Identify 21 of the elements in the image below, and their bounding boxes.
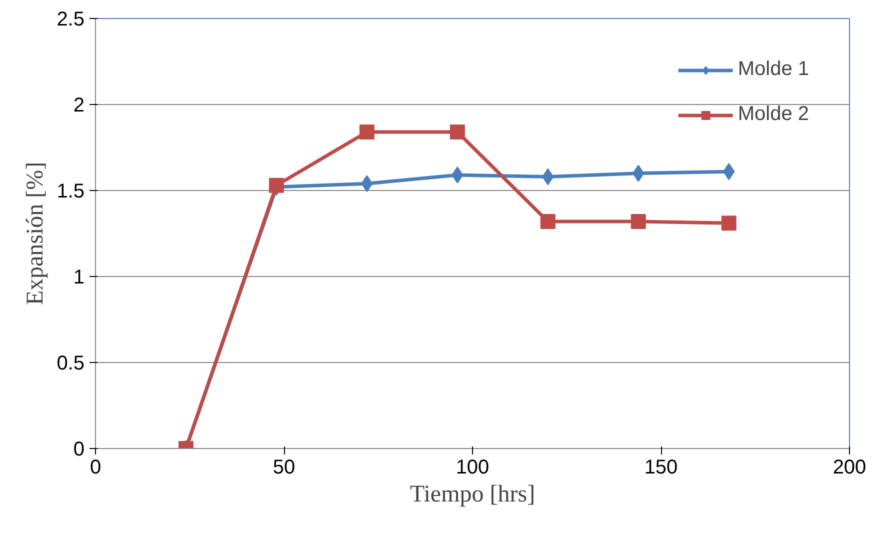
point <box>540 214 556 229</box>
y-tick-label: 1 <box>73 266 84 288</box>
y-tick-label: 2 <box>73 94 84 116</box>
point <box>450 124 465 140</box>
x-tick-label: 0 <box>90 456 102 478</box>
x-axis-title: Tiempo [hrs] <box>410 482 536 508</box>
y-tick-label: 2.5 <box>56 8 85 30</box>
y-axis-title: Expansión [%] <box>22 162 49 306</box>
point <box>721 216 736 231</box>
point <box>359 124 374 140</box>
x-tick-label: 200 <box>832 456 866 478</box>
point <box>268 178 284 193</box>
y-tick-label: 0.5 <box>56 352 85 374</box>
x-tick-label: 150 <box>644 456 678 478</box>
y-tick-label: 0 <box>73 438 84 460</box>
y-tick-label: 1.5 <box>56 180 85 202</box>
x-tick-label: 50 <box>272 456 296 478</box>
legend-label: Molde 1 <box>738 58 809 81</box>
point <box>630 214 646 229</box>
legend-label: Molde 2 <box>738 103 809 126</box>
x-tick-label: 100 <box>456 456 490 478</box>
